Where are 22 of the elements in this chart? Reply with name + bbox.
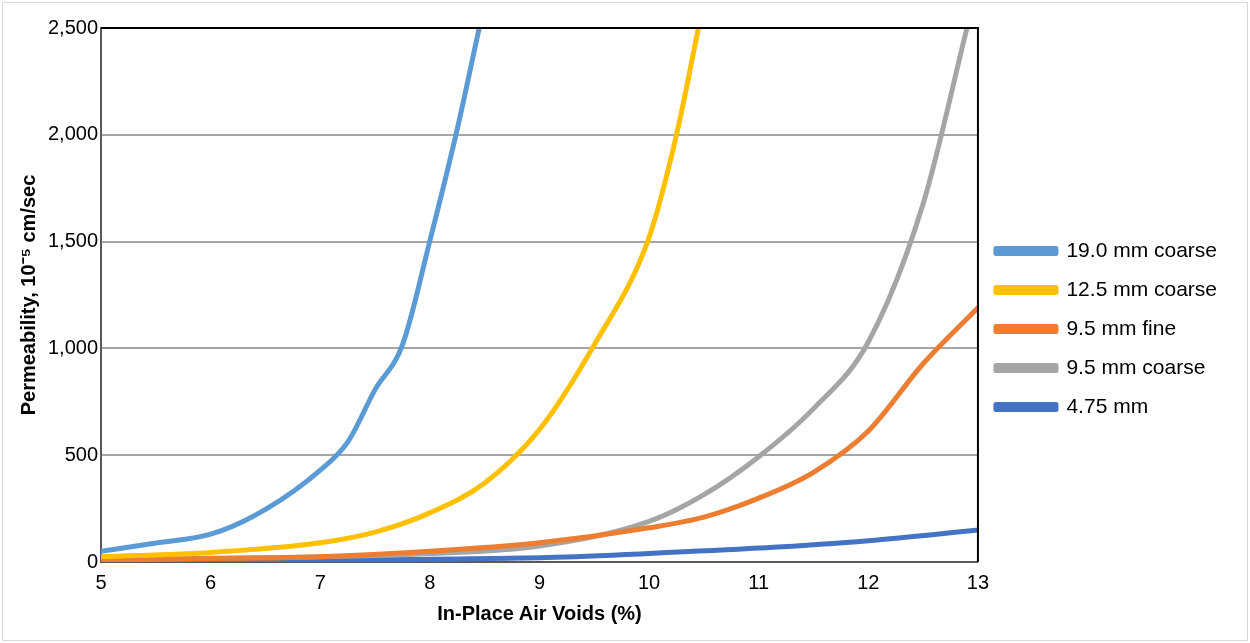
y-tick-label: 0 — [86, 549, 99, 572]
y-tick-label: 1,000 — [47, 335, 99, 358]
y-tick-label: 2,500 — [47, 15, 99, 38]
legend-label: 9.5 mm fine — [1066, 315, 1177, 339]
y-tick-label: 2,000 — [47, 122, 99, 145]
y-tick-label: 1,500 — [47, 229, 99, 252]
legend-label: 9.5 mm coarse — [1066, 354, 1206, 378]
x-tick-label: 6 — [205, 570, 217, 593]
x-axis-title: In-Place Air Voids (%) — [437, 601, 642, 624]
x-tick-label: 12 — [857, 570, 880, 593]
x-tick-label: 8 — [424, 570, 436, 593]
y-tick-label: 500 — [64, 442, 99, 465]
x-tick-label: 10 — [637, 570, 661, 593]
legend-label: 4.75 mm — [1066, 393, 1149, 417]
x-tick-label: 9 — [533, 570, 546, 593]
x-tick-label: 7 — [314, 570, 326, 593]
x-tick-label: 5 — [95, 570, 107, 593]
legend-label: 12.5 mm coarse — [1066, 276, 1217, 300]
legend-label: 19.0 mm coarse — [1066, 237, 1217, 261]
y-axis-title: Permeability, 10⁻⁵ cm/sec — [16, 174, 39, 416]
x-tick-label: 11 — [748, 570, 770, 593]
x-tick-label: 13 — [966, 570, 990, 593]
